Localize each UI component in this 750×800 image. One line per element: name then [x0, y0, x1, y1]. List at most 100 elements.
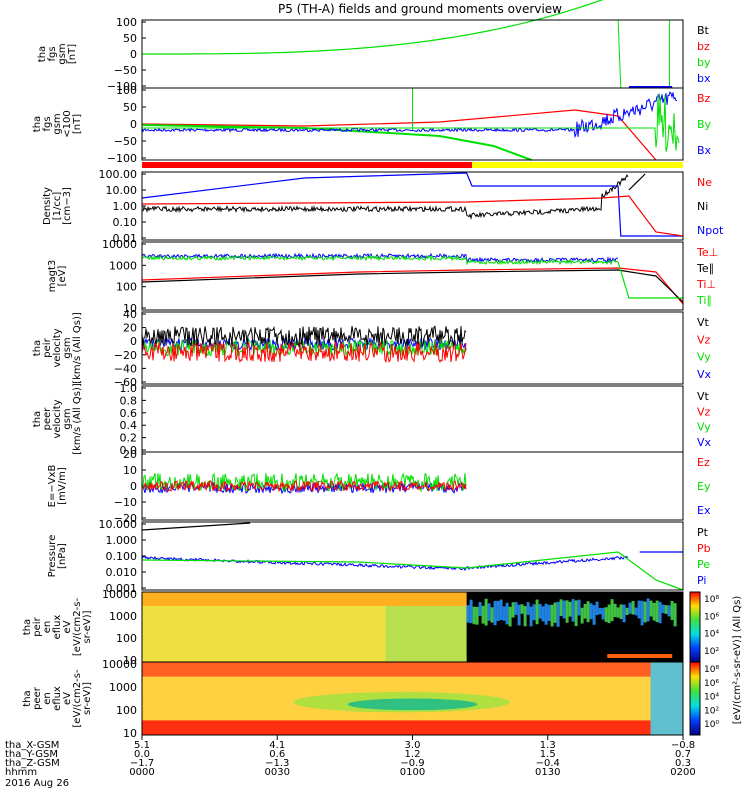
- y-tick-label: 10: [123, 654, 137, 667]
- panel-ylabel: [eV/(cm2-s-: [72, 669, 83, 728]
- series-pe: [141, 551, 684, 591]
- y-tick-label: 100: [116, 632, 137, 645]
- spectrogram-cell: [490, 607, 494, 623]
- y-tick-label: 100: [116, 16, 137, 29]
- panel-ylabel: peer: [32, 686, 43, 710]
- panel-ylabel: peer: [42, 407, 53, 431]
- spectrogram-cell: [535, 599, 539, 625]
- x-tick-label: −0.4: [536, 758, 560, 769]
- spectrogram-cell: [610, 599, 614, 622]
- spectrogram-cell: [670, 600, 674, 621]
- legend-bx: Bx: [697, 144, 712, 157]
- y-tick-label: −20: [114, 512, 137, 525]
- spectrogram-cell: [604, 607, 608, 622]
- y-tick-label: 1000: [109, 259, 137, 272]
- colorbar-tick-label: 10⁶: [704, 679, 719, 689]
- panel-ylabel: gsm: [57, 43, 68, 64]
- x-tick-label: 1.3: [540, 740, 556, 751]
- x-tick-label: 0100: [400, 767, 425, 778]
- legend-by: by: [697, 56, 711, 69]
- legend-pt: Pt: [697, 526, 709, 539]
- spectrogram-cell: [493, 600, 497, 626]
- spectrogram-cell: [484, 598, 488, 626]
- y-tick-label: −60: [114, 376, 137, 389]
- panel-ylabel: velocity: [52, 328, 63, 367]
- series-pi: [141, 555, 629, 572]
- panel-ylabel: gsm: [52, 113, 63, 134]
- y-tick-label: 0.4: [120, 419, 138, 432]
- series-ti-par: [141, 254, 619, 266]
- spectrogram-cell: [616, 607, 620, 618]
- x-tick-label: −0.9: [400, 758, 424, 769]
- series-npot: [141, 172, 683, 237]
- y-tick-label: 0: [130, 335, 137, 348]
- y-tick-label: −50: [114, 64, 137, 77]
- figure-title: P5 (TH-A) fields and ground moments over…: [278, 2, 562, 16]
- series-bz: [141, 109, 657, 161]
- panel-frame: [141, 87, 684, 161]
- y-tick-label: −40: [114, 362, 137, 375]
- colorbar-tick-label: 10⁶: [704, 612, 719, 622]
- spectrogram-cell: [643, 601, 647, 623]
- y-tick-label: 50: [123, 101, 137, 114]
- spectrogram-cell: [571, 599, 575, 622]
- series-by-spike: [617, 19, 622, 89]
- legend-pe: Pe: [697, 558, 710, 571]
- panel-pressure: Pressure [nPa] 10.000 1.000 0.100 0.010 0.001 P…: [47, 518, 711, 595]
- spectrogram-cell: [544, 603, 548, 625]
- spectrogram-cell: [538, 603, 542, 619]
- panel-ylabel: fgs: [42, 116, 53, 131]
- panel-frame: [141, 311, 684, 385]
- panel-ylabel: eflux: [52, 686, 63, 711]
- spectrogram-cell: [631, 600, 635, 615]
- spectrogram-cell: [661, 604, 665, 614]
- spectrogram-cell: [589, 603, 593, 620]
- spectrogram-cell: [541, 606, 545, 622]
- spectrogram-cell: [673, 603, 677, 627]
- spectrogram-cell: [577, 599, 581, 616]
- panel-ylabel: sr-eV)]: [82, 682, 93, 715]
- panel-fgs_dsl: tha fgs gsm <100 [nT] 100 50 0 −50 −100 Bz By Bx: [32, 84, 712, 165]
- y-tick-label: 100: [116, 281, 137, 294]
- x-axis-labels: tha_X-GSM 5.1 4.1 3.0 1.3 −0.8 tha_Y-GSM 0.0 0.6…: [5, 735, 696, 789]
- y-tick-label: 0: [130, 118, 137, 131]
- spectrogram-cell: [637, 600, 641, 619]
- panel-ylabel: [eV/(cm2-s-: [72, 598, 83, 657]
- legend-by: By: [697, 118, 712, 131]
- spectrogram-cell: [547, 604, 551, 621]
- spectrogram-cell: [553, 602, 557, 623]
- spectrogram-cell: [550, 604, 554, 627]
- spectrogram-cell: [664, 605, 668, 614]
- legend-vx: Vx: [697, 436, 712, 449]
- y-tick-label: 20: [123, 322, 137, 335]
- panel-ylabel: [km/s (All Qs)]: [72, 312, 83, 384]
- panel-ylabel: [km/s (All Qs)]: [72, 383, 83, 455]
- series-vt: [141, 325, 467, 348]
- panel-ylabel: Density: [42, 187, 53, 225]
- panel-ylabel: tha: [22, 619, 33, 635]
- legend-ti∥: Ti∥: [696, 294, 712, 307]
- legend-vt: Vt: [697, 390, 710, 403]
- legend-vy: Vy: [697, 421, 711, 434]
- legend-npot: Npot: [697, 224, 724, 237]
- y-tick-label: −100: [107, 152, 137, 165]
- x-tick-label: 5.1: [134, 740, 150, 751]
- x-tick-label: 0200: [670, 767, 695, 778]
- x-tick-label: 0000: [129, 767, 154, 778]
- y-tick-label: 0.6: [120, 407, 138, 420]
- x-tick-label: 0.0: [134, 749, 150, 760]
- spectrogram-band: [142, 592, 467, 606]
- spectrogram-cell: [514, 602, 518, 615]
- panel-ylabel: [eV]: [57, 266, 68, 287]
- y-tick-label: 10: [123, 302, 137, 315]
- colorbar-tick-label: 10⁴: [704, 693, 719, 703]
- y-tick-label: 0: [130, 48, 137, 61]
- spectrogram-cell: [529, 606, 533, 627]
- x-tick-label: 4.1: [269, 740, 285, 751]
- panel-ylabel: peir: [42, 337, 53, 357]
- panel-frame: [141, 521, 684, 591]
- y-tick-label: −10: [114, 496, 137, 509]
- series-pt: [141, 522, 251, 531]
- spectrogram-cell: [505, 602, 509, 625]
- spectrogram-cell: [469, 599, 473, 624]
